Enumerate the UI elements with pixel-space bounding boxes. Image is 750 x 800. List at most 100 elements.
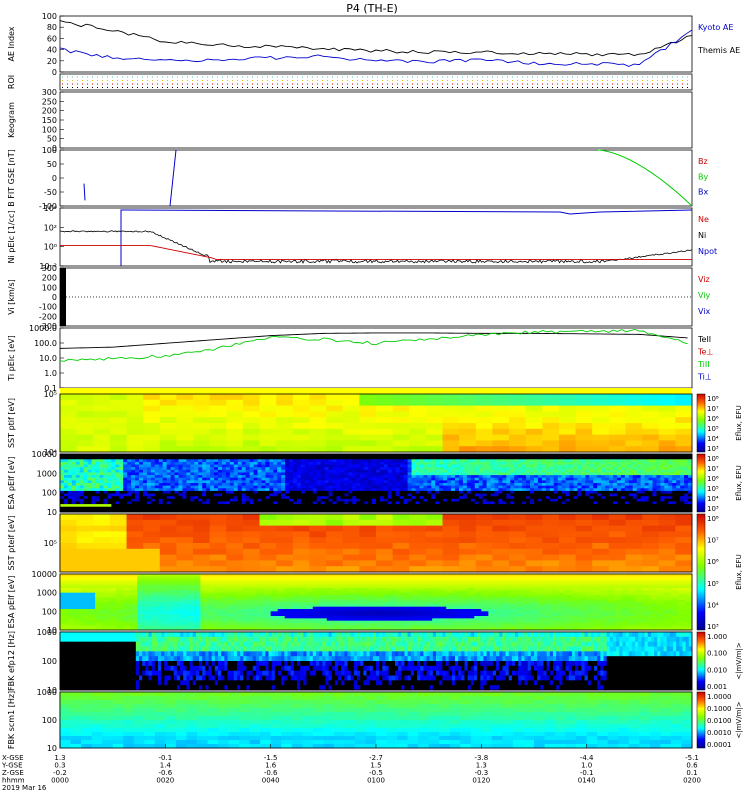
spectrogram-cell bbox=[632, 472, 638, 476]
spectrogram-cell bbox=[609, 459, 614, 463]
spectrogram-cell bbox=[242, 399, 260, 406]
spectrogram-cell bbox=[316, 459, 322, 463]
spectrogram-cell bbox=[348, 485, 353, 489]
spectrogram-cell bbox=[569, 459, 574, 463]
spectrogram-cell bbox=[193, 618, 201, 622]
spectrogram-cell bbox=[359, 434, 377, 441]
spectrogram-sst2-frame bbox=[59, 513, 693, 573]
spectrogram-cell bbox=[226, 411, 244, 418]
spectrogram-cell bbox=[109, 554, 127, 561]
spectrogram-cell bbox=[257, 454, 262, 458]
spectrogram-cell bbox=[494, 464, 499, 468]
spectrogram-cell bbox=[455, 477, 460, 481]
spectrogram-cell bbox=[60, 609, 68, 612]
spectrogram-cell bbox=[174, 483, 179, 487]
spectrogram-cell bbox=[218, 472, 223, 476]
spectrogram-cell bbox=[359, 519, 377, 526]
spectrogram-cell bbox=[308, 464, 314, 468]
spectrogram-cell bbox=[435, 485, 440, 489]
spectrogram-cell bbox=[376, 498, 381, 502]
spectrogram-cell bbox=[525, 531, 543, 538]
spectrogram-cell bbox=[123, 456, 128, 460]
spectrogram-cell bbox=[328, 488, 333, 492]
spectrogram-cell bbox=[537, 475, 543, 479]
spectrogram-cell bbox=[439, 480, 444, 484]
spectrogram-cell bbox=[534, 485, 539, 489]
spectrogram-cell bbox=[569, 504, 574, 508]
spectrogram-cell bbox=[383, 501, 389, 505]
spectrogram-cell bbox=[644, 472, 649, 476]
spectrogram-cell bbox=[573, 493, 578, 497]
spectrogram-cell bbox=[636, 490, 642, 494]
spectrogram-cell bbox=[530, 504, 535, 508]
spectrogram-cell bbox=[478, 498, 484, 502]
spectrogram-cell bbox=[99, 456, 104, 460]
spectrogram-cell bbox=[466, 475, 472, 479]
ytick-vi: 300 bbox=[42, 264, 57, 273]
spectrogram-cell bbox=[492, 543, 510, 550]
spectrogram-cell bbox=[628, 475, 634, 479]
spectrogram-cell bbox=[399, 496, 405, 500]
spectrogram-cell bbox=[158, 618, 166, 622]
spectrogram-cell bbox=[281, 483, 286, 487]
spectrogram-cell bbox=[233, 454, 239, 458]
spectrogram-cell bbox=[193, 590, 201, 594]
spectrogram-cell bbox=[289, 469, 294, 473]
spectrogram-cell bbox=[79, 454, 85, 458]
spectrogram-cell bbox=[344, 467, 349, 471]
spectrogram-cell bbox=[549, 498, 555, 502]
spectrogram-cell bbox=[613, 461, 618, 465]
spectrogram-cell bbox=[660, 488, 665, 492]
spectrogram-cell bbox=[95, 472, 100, 476]
spectrogram-cell bbox=[259, 537, 277, 544]
spectrogram-cell bbox=[364, 506, 369, 510]
spectrogram-cell bbox=[178, 504, 183, 508]
spectrogram-cell bbox=[259, 440, 277, 447]
spectrogram-cell bbox=[648, 506, 653, 510]
spectrogram-cell bbox=[123, 493, 128, 497]
spectrogram-cell bbox=[359, 440, 377, 447]
spectrogram-cell bbox=[221, 472, 227, 476]
spectrogram-cell bbox=[490, 467, 495, 471]
spectrogram-cell bbox=[165, 606, 173, 610]
spectrogram-cell bbox=[549, 509, 555, 513]
spectrogram-cell bbox=[356, 467, 361, 471]
spectrogram-cell bbox=[328, 475, 333, 479]
spectrogram-cell bbox=[95, 461, 100, 465]
spectrogram-cell bbox=[137, 595, 145, 598]
spectrogram-cell bbox=[565, 467, 570, 471]
spectrogram-cell bbox=[154, 506, 160, 510]
spectrogram-cell bbox=[154, 456, 160, 460]
spectrogram-cell bbox=[684, 496, 689, 500]
spectrogram-cell bbox=[652, 461, 657, 465]
spectrogram-cell bbox=[67, 506, 73, 510]
spectrogram-cell bbox=[226, 548, 244, 555]
spectrogram-cell bbox=[656, 498, 661, 502]
spectrogram-cell bbox=[553, 493, 559, 497]
spectrogram-cell bbox=[176, 428, 194, 435]
spectrogram-cell bbox=[506, 490, 511, 494]
spectrogram-cell bbox=[253, 480, 258, 484]
spectrogram-cell bbox=[273, 496, 278, 500]
spectrogram-cell bbox=[144, 620, 152, 624]
spectrogram-cell bbox=[403, 464, 408, 468]
spectrogram-cell bbox=[109, 592, 117, 596]
spectrogram-cell bbox=[462, 493, 468, 497]
spectrogram-cell bbox=[526, 504, 531, 508]
spectrogram-cell bbox=[312, 488, 318, 492]
spectrogram-cell bbox=[79, 464, 85, 468]
spectrogram-cell bbox=[642, 537, 660, 544]
spectrogram-cell bbox=[186, 498, 191, 502]
spectrogram-cell bbox=[558, 514, 576, 521]
spectrogram-cell bbox=[470, 472, 476, 476]
spectrogram-cell bbox=[119, 496, 124, 500]
spectrogram-cell bbox=[541, 477, 547, 481]
spectrogram-cell bbox=[359, 525, 377, 532]
spectrogram-cell bbox=[565, 498, 570, 502]
spectrogram-cell bbox=[466, 496, 472, 500]
spectrogram-cell bbox=[109, 428, 127, 435]
spectrogram-cell bbox=[91, 477, 96, 481]
spectrogram-cell bbox=[276, 543, 294, 550]
spectrogram-cell bbox=[577, 467, 582, 471]
spectrogram-cell bbox=[214, 488, 219, 492]
